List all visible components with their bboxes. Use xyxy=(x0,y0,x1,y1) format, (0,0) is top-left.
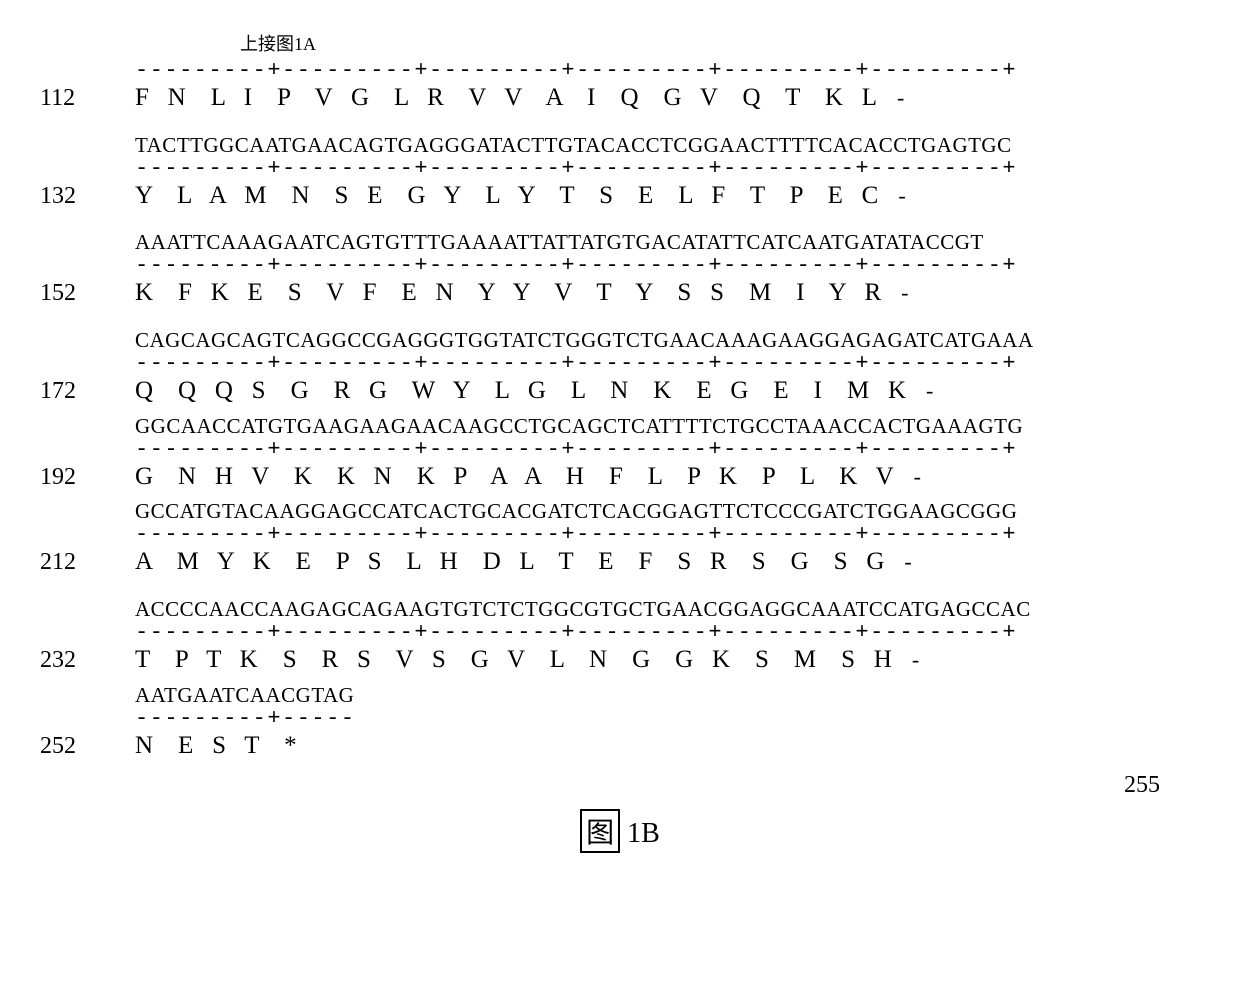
sequence-block: GCCATGTACAAGGAGCCATCACTGCACGATCTCACGGAGT… xyxy=(40,499,1200,579)
sequence-block: AATGAATCAACGTAG ---------+----- 252 N E … xyxy=(40,683,1200,763)
amino-acid-sequence: A M Y K E P S L H D L T E F S R S G S G xyxy=(135,546,884,579)
position-number: 152 xyxy=(40,278,135,309)
continuation-dash: - xyxy=(926,377,933,406)
ruler-line: ---------+---------+---------+---------+… xyxy=(135,622,1200,644)
amino-acid-row: 172 Q Q Q S G R G W Y L G L N K E G E I … xyxy=(40,375,1200,408)
header-continuation-note: 上接图1A xyxy=(240,30,1200,56)
ruler-line: ---------+---------+---------+---------+… xyxy=(135,439,1200,461)
amino-acid-row: 192 G N H V K K N K P A A H F L P K P L … xyxy=(40,461,1200,494)
sequence-block: ---------+---------+---------+---------+… xyxy=(40,60,1200,115)
figure-label: 图 1B xyxy=(40,809,1200,853)
sequence-block: TACTTGGCAATGAACAGTGAGGGATACTTGTACACCTCGG… xyxy=(40,133,1200,213)
amino-acid-row: 112 F N L I P V G L R V V A I Q G V Q T … xyxy=(40,82,1200,115)
amino-acid-sequence: Q Q Q S G R G W Y L G L N K E G E I M K xyxy=(135,375,906,408)
ruler-line: ---------+---------+---------+---------+… xyxy=(135,158,1200,180)
amino-acid-row: 132 Y L A M N S E G Y L Y T S E L F T P … xyxy=(40,180,1200,213)
ruler-line: ---------+---------+---------+---------+… xyxy=(135,524,1200,546)
amino-acid-sequence: Y L A M N S E G Y L Y T S E L F T P E C xyxy=(135,180,878,213)
sequence-end-number: 255 xyxy=(40,772,1160,799)
amino-acid-sequence: N E S T * xyxy=(135,730,297,763)
amino-acid-sequence: K F K E S V F E N Y Y V T Y S S M I Y R xyxy=(135,277,881,310)
position-number: 132 xyxy=(40,181,135,212)
nucleotide-line: TACTTGGCAATGAACAGTGAGGGATACTTGTACACCTCGG… xyxy=(135,133,1200,158)
nucleotide-line: GGCAACCATGTGAAGAAGAACAAGCCTGCAGCTCATTTTC… xyxy=(135,414,1200,439)
amino-acid-row: 232 T P T K S R S V S G V L N G G K S M … xyxy=(40,644,1200,677)
sequence-block: ACCCCAACCAAGAGCAGAAGTGTCTCTGGCGTGCTGAACG… xyxy=(40,597,1200,677)
amino-acid-row: 152 K F K E S V F E N Y Y V T Y S S M I … xyxy=(40,277,1200,310)
nucleotide-line: AAATTCAAAGAATCAGTGTTTGAAAATTATTATGTGACAT… xyxy=(135,230,1200,255)
position-number: 252 xyxy=(40,731,135,762)
continuation-dash: - xyxy=(901,279,908,308)
nucleotide-line: CAGCAGCAGTCAGGCCGAGGGTGGTATCTGGGTCTGAACA… xyxy=(135,328,1200,353)
sequence-block: AAATTCAAAGAATCAGTGTTTGAAAATTATTATGTGACAT… xyxy=(40,230,1200,310)
ruler-line: ---------+---------+---------+---------+… xyxy=(135,60,1200,82)
amino-acid-row: 212 A M Y K E P S L H D L T E F S R S G … xyxy=(40,546,1200,579)
ruler-line: ---------+---------+---------+---------+… xyxy=(135,353,1200,375)
ruler-line: ---------+---------+---------+---------+… xyxy=(135,255,1200,277)
position-number: 212 xyxy=(40,547,135,578)
continuation-dash: - xyxy=(914,463,921,492)
position-number: 112 xyxy=(40,83,135,114)
position-number: 192 xyxy=(40,462,135,493)
position-number: 232 xyxy=(40,645,135,676)
amino-acid-sequence: T P T K S R S V S G V L N G G K S M S H xyxy=(135,644,892,677)
position-number: 172 xyxy=(40,376,135,407)
nucleotide-line: ACCCCAACCAAGAGCAGAAGTGTCTCTGGCGTGCTGAACG… xyxy=(135,597,1200,622)
sequence-block: GGCAACCATGTGAAGAAGAACAAGCCTGCAGCTCATTTTC… xyxy=(40,414,1200,494)
amino-acid-sequence: G N H V K K N K P A A H F L P K P L K V xyxy=(135,461,894,494)
continuation-dash: - xyxy=(904,548,911,577)
amino-acid-row: 252 N E S T * xyxy=(40,730,1200,763)
ruler-line: ---------+----- xyxy=(135,708,1200,730)
continuation-dash: - xyxy=(912,646,919,675)
continuation-dash: - xyxy=(898,182,905,211)
continuation-dash: - xyxy=(897,84,904,113)
figure-label-boxed: 图 xyxy=(580,809,620,853)
amino-acid-sequence: F N L I P V G L R V V A I Q G V Q T K L xyxy=(135,82,877,115)
nucleotide-line: AATGAATCAACGTAG xyxy=(135,683,1200,708)
figure-label-number: 1B xyxy=(620,818,660,849)
nucleotide-line: GCCATGTACAAGGAGCCATCACTGCACGATCTCACGGAGT… xyxy=(135,499,1200,524)
sequence-block: CAGCAGCAGTCAGGCCGAGGGTGGTATCTGGGTCTGAACA… xyxy=(40,328,1200,408)
